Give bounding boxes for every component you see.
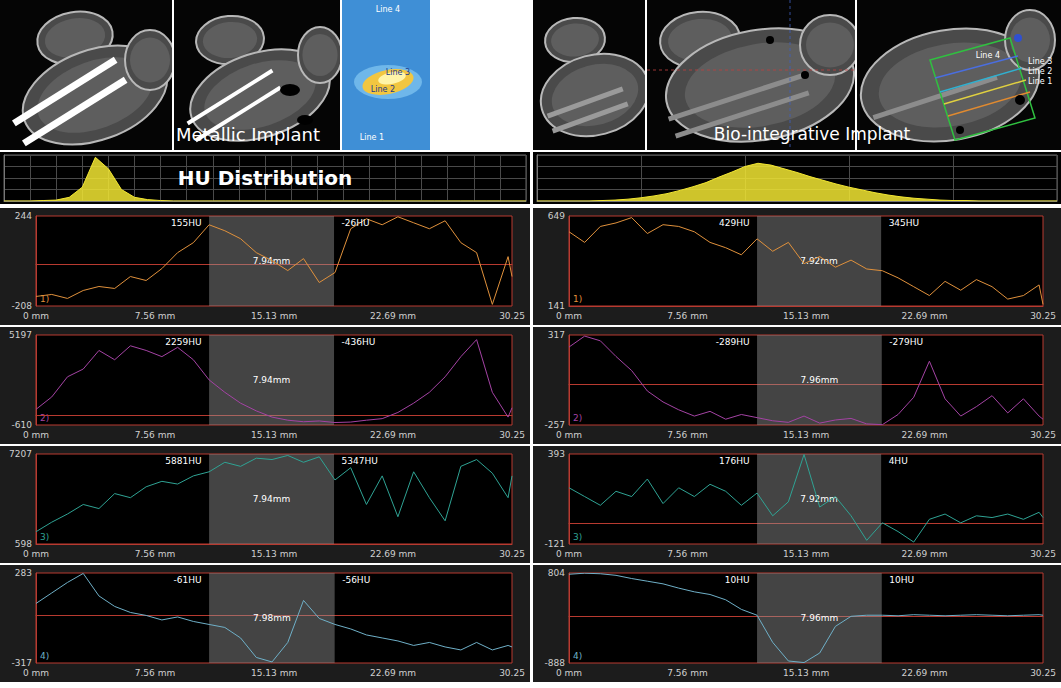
- svg-text:4): 4): [40, 651, 49, 661]
- svg-text:155HU: 155HU: [171, 218, 202, 228]
- svg-text:7.56 mm: 7.56 mm: [135, 549, 175, 559]
- svg-text:30.25: 30.25: [499, 311, 525, 321]
- svg-text:283: 283: [15, 568, 32, 578]
- svg-text:Line 3: Line 3: [1028, 57, 1052, 66]
- svg-text:2): 2): [573, 413, 582, 423]
- svg-text:0 mm: 0 mm: [23, 549, 49, 559]
- svg-text:7.98mm: 7.98mm: [253, 613, 291, 623]
- svg-text:-26HU: -26HU: [342, 218, 370, 228]
- svg-text:317: 317: [548, 330, 565, 340]
- svg-text:7.96mm: 7.96mm: [801, 375, 839, 385]
- svg-text:15.13 mm: 15.13 mm: [783, 549, 829, 559]
- svg-text:15.13 mm: 15.13 mm: [783, 311, 829, 321]
- svg-text:10HU: 10HU: [889, 575, 914, 585]
- svg-text:15.13 mm: 15.13 mm: [251, 311, 297, 321]
- svg-text:-61HU: -61HU: [174, 575, 202, 585]
- svg-text:22.69 mm: 22.69 mm: [370, 668, 416, 678]
- svg-text:0 mm: 0 mm: [556, 430, 582, 440]
- svg-text:Line 2: Line 2: [1028, 67, 1052, 76]
- svg-text:Bio-integrative Implant: Bio-integrative Implant: [714, 124, 911, 144]
- svg-text:7.96mm: 7.96mm: [801, 613, 839, 623]
- svg-text:22.69 mm: 22.69 mm: [901, 430, 947, 440]
- svg-text:0 mm: 0 mm: [556, 549, 582, 559]
- svg-text:4): 4): [573, 651, 582, 661]
- svg-text:7.56 mm: 7.56 mm: [667, 668, 707, 678]
- svg-text:Line 4: Line 4: [976, 51, 1000, 60]
- svg-text:649: 649: [548, 211, 565, 221]
- svg-text:598: 598: [15, 539, 32, 549]
- svg-text:7.56 mm: 7.56 mm: [135, 311, 175, 321]
- svg-text:7.94mm: 7.94mm: [253, 375, 291, 385]
- svg-text:-317: -317: [12, 658, 32, 668]
- svg-text:22.69 mm: 22.69 mm: [901, 668, 947, 678]
- svg-text:1): 1): [40, 293, 50, 304]
- svg-text:7.56 mm: 7.56 mm: [135, 668, 175, 678]
- svg-text:7.92mm: 7.92mm: [800, 494, 838, 504]
- svg-text:Line 2: Line 2: [371, 85, 395, 94]
- svg-text:-56HU: -56HU: [342, 575, 370, 585]
- svg-text:-888: -888: [545, 658, 566, 668]
- svg-text:0 mm: 0 mm: [556, 668, 582, 678]
- svg-text:804: 804: [548, 568, 565, 578]
- svg-text:22.69 mm: 22.69 mm: [370, 311, 416, 321]
- svg-text:7207: 7207: [9, 449, 32, 459]
- svg-text:30.25: 30.25: [1030, 668, 1056, 678]
- svg-text:15.13 mm: 15.13 mm: [783, 430, 829, 440]
- svg-text:0 mm: 0 mm: [556, 311, 582, 321]
- svg-text:15.13 mm: 15.13 mm: [251, 668, 297, 678]
- svg-text:30.25: 30.25: [499, 668, 525, 678]
- svg-text:-121: -121: [545, 539, 565, 549]
- svg-text:10HU: 10HU: [725, 575, 750, 585]
- svg-text:30.25: 30.25: [1030, 430, 1056, 440]
- svg-text:30.25: 30.25: [499, 430, 525, 440]
- svg-text:2): 2): [40, 413, 49, 423]
- svg-text:-279HU: -279HU: [889, 337, 923, 347]
- svg-text:0 mm: 0 mm: [23, 430, 49, 440]
- svg-text:5347HU: 5347HU: [342, 456, 378, 466]
- svg-text:7.56 mm: 7.56 mm: [667, 430, 707, 440]
- svg-text:244: 244: [15, 211, 32, 221]
- svg-text:7.94mm: 7.94mm: [253, 256, 291, 266]
- svg-text:-257: -257: [545, 420, 565, 430]
- svg-text:HU Distribution: HU Distribution: [178, 166, 353, 190]
- svg-text:15.13 mm: 15.13 mm: [783, 668, 829, 678]
- svg-text:22.69 mm: 22.69 mm: [370, 549, 416, 559]
- svg-text:30.25: 30.25: [499, 549, 525, 559]
- svg-text:5197: 5197: [9, 330, 32, 340]
- svg-text:7.92mm: 7.92mm: [800, 256, 838, 266]
- svg-text:141: 141: [548, 301, 565, 311]
- svg-text:4HU: 4HU: [889, 456, 908, 466]
- svg-text:7.56 mm: 7.56 mm: [667, 311, 707, 321]
- svg-text:Metallic Implant: Metallic Implant: [176, 124, 320, 145]
- svg-text:3): 3): [40, 532, 49, 542]
- svg-text:2259HU: 2259HU: [165, 337, 201, 347]
- svg-text:30.25: 30.25: [1030, 311, 1056, 321]
- svg-text:429HU: 429HU: [719, 218, 750, 228]
- svg-text:Line 1: Line 1: [360, 133, 384, 142]
- svg-text:1): 1): [573, 294, 582, 304]
- svg-text:Line 1: Line 1: [1028, 77, 1052, 86]
- svg-text:22.69 mm: 22.69 mm: [901, 311, 947, 321]
- svg-text:30.25: 30.25: [1030, 549, 1056, 559]
- svg-text:3): 3): [573, 532, 582, 542]
- svg-text:-289HU: -289HU: [716, 337, 750, 347]
- svg-text:22.69 mm: 22.69 mm: [370, 430, 416, 440]
- svg-text:-436HU: -436HU: [342, 337, 376, 347]
- svg-text:0 mm: 0 mm: [23, 668, 49, 678]
- svg-text:22.69 mm: 22.69 mm: [901, 549, 947, 559]
- svg-text:-208: -208: [12, 301, 33, 311]
- svg-text:5881HU: 5881HU: [165, 456, 201, 466]
- svg-text:7.56 mm: 7.56 mm: [135, 430, 175, 440]
- svg-text:Line 4: Line 4: [376, 5, 400, 14]
- svg-text:7.94mm: 7.94mm: [253, 494, 291, 504]
- svg-text:393: 393: [548, 449, 565, 459]
- svg-text:7.56 mm: 7.56 mm: [667, 549, 707, 559]
- svg-text:Line 3: Line 3: [386, 68, 410, 77]
- svg-text:345HU: 345HU: [889, 218, 920, 228]
- svg-text:15.13 mm: 15.13 mm: [251, 430, 297, 440]
- svg-text:15.13 mm: 15.13 mm: [251, 549, 297, 559]
- svg-text:176HU: 176HU: [719, 456, 750, 466]
- svg-text:-610: -610: [12, 420, 33, 430]
- svg-text:0 mm: 0 mm: [23, 311, 49, 321]
